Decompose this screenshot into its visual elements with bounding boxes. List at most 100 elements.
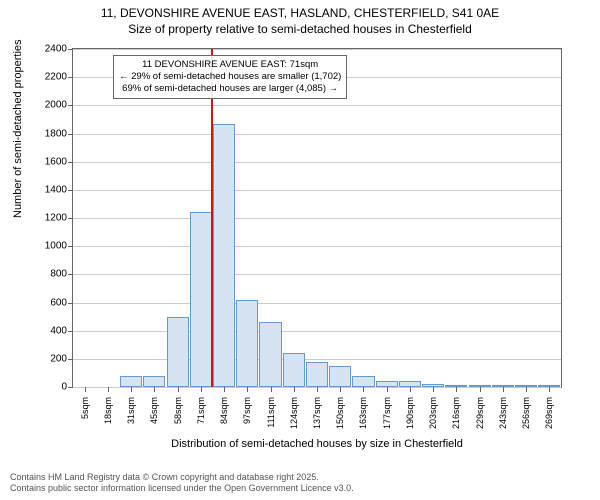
- attribution-footer: Contains HM Land Registry data © Crown c…: [10, 472, 354, 495]
- ytick-label: 2400: [45, 44, 67, 55]
- xtick-label: 45sqm: [149, 397, 159, 424]
- xtick-mark: [154, 387, 155, 392]
- histogram-bar: [213, 124, 235, 387]
- xtick-mark: [247, 387, 248, 392]
- xtick-label: 58sqm: [173, 397, 183, 424]
- y-axis-label: Number of semi-detached properties: [12, 39, 24, 218]
- x-axis-label: Distribution of semi-detached houses by …: [72, 438, 562, 450]
- ytick-mark: [68, 387, 73, 388]
- xtick-label: 256sqm: [521, 397, 531, 429]
- xtick-mark: [317, 387, 318, 392]
- xtick-mark: [456, 387, 457, 392]
- ytick-label: 1400: [45, 184, 67, 195]
- xtick-mark: [271, 387, 272, 392]
- xtick-label: 203sqm: [428, 397, 438, 429]
- ytick-label: 600: [50, 297, 67, 308]
- ytick-label: 1800: [45, 128, 67, 139]
- xtick-label: 5sqm: [80, 397, 90, 419]
- histogram-bar: [236, 300, 258, 387]
- xtick-mark: [224, 387, 225, 392]
- ytick-mark: [68, 303, 73, 304]
- histogram-bar: [167, 317, 189, 387]
- ytick-label: 800: [50, 269, 67, 280]
- ytick-mark: [68, 246, 73, 247]
- histogram-bar: [143, 376, 165, 387]
- gridline: [73, 331, 561, 332]
- xtick-label: 71sqm: [196, 397, 206, 424]
- footer-line-1: Contains HM Land Registry data © Crown c…: [10, 472, 354, 483]
- xtick-label: 229sqm: [475, 397, 485, 429]
- histogram-bar: [283, 353, 305, 387]
- ytick-mark: [68, 359, 73, 360]
- histogram-bar: [352, 376, 374, 387]
- gridline: [73, 218, 561, 219]
- xtick-mark: [340, 387, 341, 392]
- xtick-label: 97sqm: [242, 397, 252, 424]
- gridline: [73, 162, 561, 163]
- xtick-label: 269sqm: [544, 397, 554, 429]
- histogram-bar: [259, 322, 281, 387]
- xtick-label: 137sqm: [312, 397, 322, 429]
- ytick-mark: [68, 49, 73, 50]
- gridline: [73, 134, 561, 135]
- xtick-label: 216sqm: [451, 397, 461, 429]
- xtick-label: 31sqm: [126, 397, 136, 424]
- histogram-bar: [120, 376, 142, 387]
- title-line-2: Size of property relative to semi-detach…: [0, 22, 600, 38]
- xtick-mark: [178, 387, 179, 392]
- footer-line-2: Contains public sector information licen…: [10, 483, 354, 494]
- plot-area: 0200400600800100012001400160018002000220…: [72, 48, 562, 388]
- gridline: [73, 303, 561, 304]
- anno-line-3: 69% of semi-detached houses are larger (…: [119, 83, 341, 95]
- xtick-mark: [363, 387, 364, 392]
- ytick-label: 1200: [45, 213, 67, 224]
- gridline: [73, 274, 561, 275]
- ytick-label: 0: [61, 382, 67, 393]
- xtick-mark: [480, 387, 481, 392]
- xtick-label: 150sqm: [335, 397, 345, 429]
- ytick-mark: [68, 218, 73, 219]
- ytick-mark: [68, 162, 73, 163]
- xtick-label: 111sqm: [266, 397, 276, 428]
- xtick-label: 243sqm: [498, 397, 508, 429]
- xtick-mark: [549, 387, 550, 392]
- ytick-label: 200: [50, 353, 67, 364]
- histogram-bar: [190, 212, 212, 387]
- ytick-label: 1600: [45, 156, 67, 167]
- histogram-bar: [329, 366, 351, 387]
- ytick-mark: [68, 331, 73, 332]
- chart-title-block: 11, DEVONSHIRE AVENUE EAST, HASLAND, CHE…: [0, 0, 600, 37]
- gridline: [73, 359, 561, 360]
- ytick-label: 2000: [45, 100, 67, 111]
- ytick-mark: [68, 190, 73, 191]
- xtick-mark: [410, 387, 411, 392]
- gridline: [73, 246, 561, 247]
- xtick-mark: [503, 387, 504, 392]
- ytick-mark: [68, 134, 73, 135]
- xtick-mark: [387, 387, 388, 392]
- ytick-mark: [68, 105, 73, 106]
- xtick-label: 124sqm: [289, 397, 299, 429]
- xtick-mark: [108, 387, 109, 392]
- annotation-box: 11 DEVONSHIRE AVENUE EAST: 71sqm← 29% of…: [113, 55, 347, 99]
- ytick-mark: [68, 274, 73, 275]
- chart-container: 11, DEVONSHIRE AVENUE EAST, HASLAND, CHE…: [0, 0, 600, 500]
- xtick-mark: [526, 387, 527, 392]
- gridline: [73, 105, 561, 106]
- title-line-1: 11, DEVONSHIRE AVENUE EAST, HASLAND, CHE…: [0, 6, 600, 22]
- xtick-mark: [294, 387, 295, 392]
- gridline: [73, 49, 561, 50]
- xtick-label: 18sqm: [103, 397, 113, 424]
- xtick-label: 84sqm: [219, 397, 229, 424]
- ytick-label: 1000: [45, 241, 67, 252]
- gridline: [73, 190, 561, 191]
- anno-line-2: ← 29% of semi-detached houses are smalle…: [119, 71, 341, 83]
- xtick-label: 177sqm: [382, 397, 392, 429]
- histogram-bar: [306, 362, 328, 387]
- xtick-label: 163sqm: [358, 397, 368, 429]
- xtick-mark: [201, 387, 202, 392]
- xtick-label: 190sqm: [405, 397, 415, 429]
- ytick-label: 2200: [45, 72, 67, 83]
- anno-line-1: 11 DEVONSHIRE AVENUE EAST: 71sqm: [119, 59, 341, 71]
- ytick-mark: [68, 77, 73, 78]
